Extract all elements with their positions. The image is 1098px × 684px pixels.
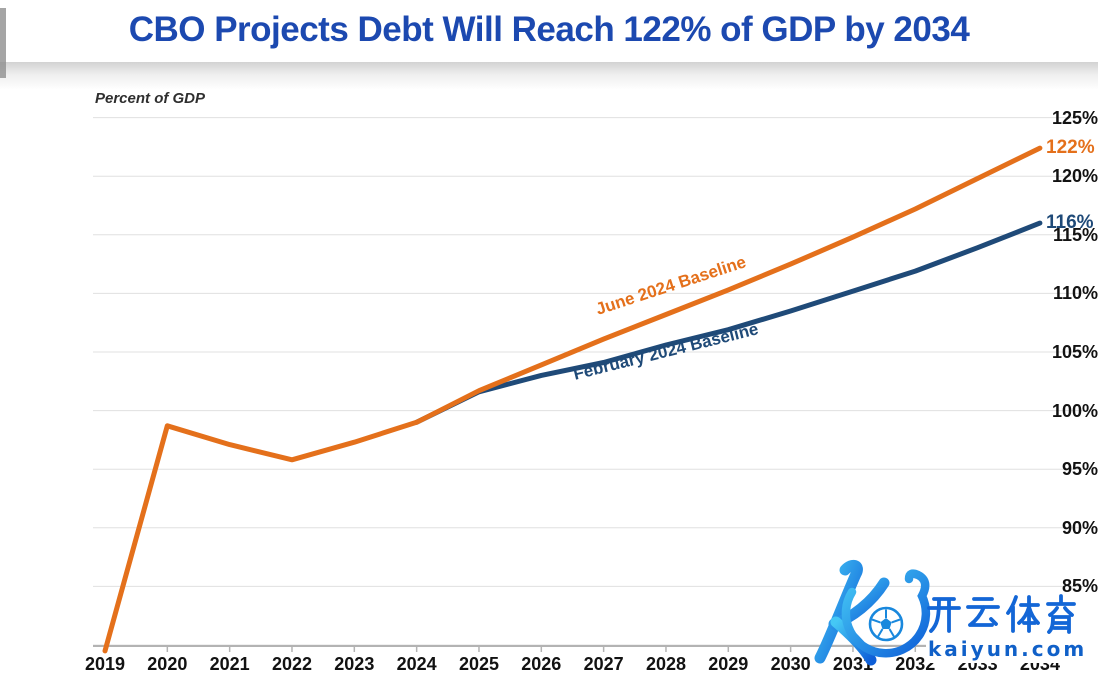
x-tick-label-2026: 2026 [521,654,562,674]
x-tick-label-2019: 2019 [84,654,126,674]
x-tick-label-2022: 2022 [271,654,312,674]
x-tick-label-2031: 2031 [832,654,873,674]
y-tick-label-85: 85% [1061,576,1098,597]
y-tick-label-120: 120% [1051,166,1098,187]
x-tick-label-2021: 2021 [209,654,250,674]
swirl-icon [841,569,931,658]
kaiyun-cjk-text [927,594,1076,634]
y-tick-label-90: 90% [1061,517,1098,538]
y-tick-label-110: 110% [1052,283,1098,304]
y-tick-label-125: 125% [1051,107,1098,128]
soccer-ball-icon [868,606,904,642]
y-tick-label-105: 105% [1051,342,1098,362]
x-tick-label-2025: 2025 [458,654,499,674]
y-tick-label-115: 115% [1052,224,1098,245]
x-tick-label-2029: 2029 [708,654,749,674]
x-tick-label-2020: 2020 [147,654,188,674]
x-tick-label-2023: 2023 [334,654,375,674]
kaiyun-domain-text: kaiyun.com [926,636,1098,663]
x-tick-label-2032: 2032 [895,654,936,674]
y-axis-unit-label: Percent of GDP [95,90,206,107]
x-tick-label-2030: 2030 [770,654,811,674]
line-series-june-2024-baseline [102,145,1043,654]
line-series-february-2024-baseline [414,220,1043,425]
y-tick-label-95: 95% [1061,459,1098,480]
x-tick-label-2027: 2027 [583,654,624,674]
x-tick-label-2024: 2024 [396,654,437,674]
x-tick-label-2028: 2028 [645,654,686,674]
title-divider-band [0,62,1098,90]
kaiyun-watermark: kaiyun.com [808,548,1098,684]
y-tick-label-100: 100% [1051,400,1098,421]
end-value-label-june: 122% [1046,137,1095,159]
kaiyun-logo-graphic [814,559,1076,666]
end-value-label-february: 116% [1046,212,1094,234]
left-edge-artifact [0,8,6,78]
page-title: CBO Projects Debt Will Reach 122% of GDP… [128,10,970,49]
